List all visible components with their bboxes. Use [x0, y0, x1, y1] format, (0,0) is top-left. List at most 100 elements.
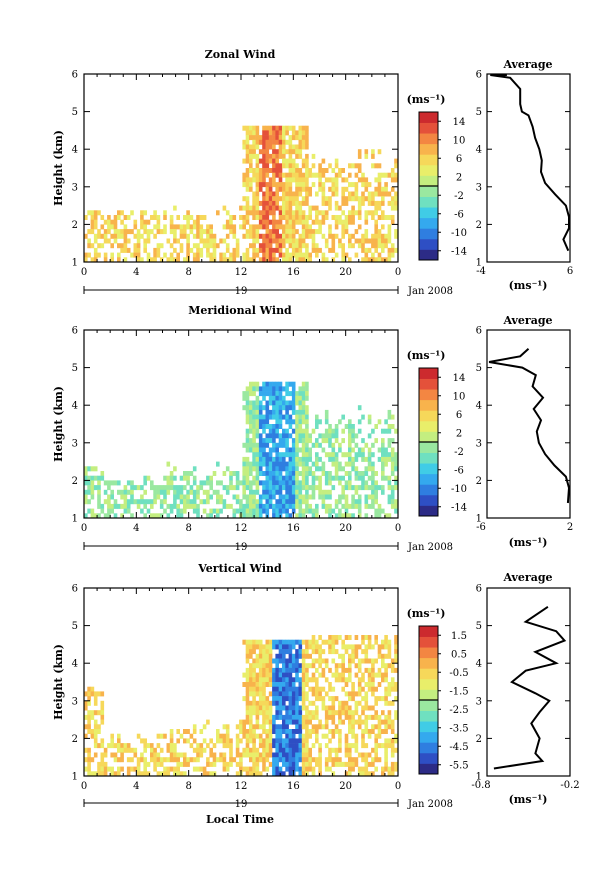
y-tick-label: 3: [72, 696, 78, 707]
colorbar-tick-label: -6: [454, 465, 464, 476]
colorbar-tick-label: -10: [451, 484, 467, 495]
average-profile: Average 1 2 3 4 5 6 -0.8 -0.2 (ms⁻¹): [471, 571, 579, 806]
average-y-tick-label: 3: [476, 438, 482, 449]
colorbar-ticks: 1.5 0.5 -0.5 -1.5 -2.5 -3.5 -4.5 -5.5: [419, 631, 469, 771]
x-ticks: 0 4 8 12 16 20 0: [81, 588, 401, 792]
day-axis: 19 Jan 2008: [83, 542, 453, 553]
date-label: Jan 2008: [407, 286, 453, 297]
colorbar-swatch: [419, 657, 438, 669]
average-x-tick-label: -4: [476, 266, 486, 277]
colorbar-swatch: [419, 494, 438, 506]
average-y-tick-label: 5: [476, 107, 482, 118]
colorbar-swatch: [419, 238, 438, 250]
y-tick-label: 3: [72, 438, 78, 449]
colorbar-swatch: [419, 175, 438, 187]
panel-title: Vertical Wind: [197, 562, 282, 575]
y-tick-label: 2: [72, 734, 78, 745]
average-y-ticks: 1 2 3 4 5 6: [476, 584, 570, 783]
colorbar-unit: (ms⁻¹): [407, 607, 446, 620]
colorbar-swatch: [419, 431, 438, 443]
average-x-label: (ms⁻¹): [509, 536, 548, 549]
y-tick-label: 6: [72, 326, 78, 337]
y-ticks: 1 2 3 4 5 6: [72, 584, 398, 783]
average-y-tick-label: 3: [476, 182, 482, 193]
average-x-tick-label: 2: [567, 522, 573, 533]
panel-title: Meridional Wind: [188, 304, 292, 317]
colorbar-swatch: [419, 763, 438, 775]
x-tick-label: 8: [185, 523, 191, 534]
colorbar-swatch: [419, 378, 438, 390]
y-tick-label: 6: [72, 70, 78, 81]
x-ticks: 0 4 8 12 16 20 0: [81, 74, 401, 278]
day-label: 19: [235, 799, 248, 810]
average-y-tick-label: 5: [476, 363, 482, 374]
average-y-ticks: 1 2 3 4 5 6: [476, 326, 570, 525]
y-tick-label: 1: [72, 772, 78, 783]
colorbar-swatch: [419, 389, 438, 401]
y-tick-label: 1: [72, 514, 78, 525]
x-tick-label: 16: [287, 781, 300, 792]
colorbar-tick-label: 10: [453, 391, 466, 402]
average-title: Average: [502, 314, 552, 327]
day-label: 19: [235, 542, 248, 553]
colorbar-swatch: [419, 452, 438, 464]
x-tick-label: 0: [81, 267, 87, 278]
colorbar-swatch: [419, 399, 438, 411]
average-y-tick-label: 4: [476, 659, 482, 670]
colorbar-swatch: [419, 463, 438, 475]
x-tick-label: 8: [185, 267, 191, 278]
y-ticks: 1 2 3 4 5 6: [72, 70, 398, 269]
colorbar-swatch: [419, 154, 438, 166]
average-y-tick-label: 6: [476, 326, 482, 337]
colorbar-tick-label: -4.5: [449, 742, 468, 753]
y-tick-label: 1: [72, 258, 78, 269]
colorbar-tick-label: -6: [454, 209, 464, 220]
colorbar-swatch: [419, 186, 438, 197]
average-y-tick-label: 2: [476, 734, 482, 745]
colorbar-tick-label: -14: [451, 246, 467, 257]
x-tick-label: 16: [287, 523, 300, 534]
y-tick-label: 5: [72, 621, 78, 632]
average-y-tick-label: 4: [476, 401, 482, 412]
x-tick-label: 0: [395, 781, 401, 792]
day-axis: 19 Jan 2008: [83, 286, 453, 297]
average-line: [488, 348, 571, 504]
average-y-tick-label: 2: [476, 220, 482, 231]
heatmap-cells: [84, 381, 398, 518]
heatmap-cells: [84, 635, 398, 776]
x-tick-label: 4: [133, 781, 139, 792]
y-tick-label: 2: [72, 476, 78, 487]
colorbar-swatch: [419, 249, 438, 261]
x-tick-label: 4: [133, 523, 139, 534]
day-axis: 19 Jan 2008: [83, 799, 453, 810]
colorbar-swatch: [419, 473, 438, 485]
colorbar-swatch: [419, 143, 438, 155]
colorbar-swatch: [419, 228, 438, 240]
average-y-tick-label: 1: [476, 772, 482, 783]
average-profile: Average 1 2 3 4 5 6 -4 6 (ms⁻¹): [476, 58, 574, 292]
average-x-tick-label: -0.2: [560, 780, 579, 791]
average-x-label: (ms⁻¹): [509, 793, 548, 806]
colorbar-unit: (ms⁻¹): [407, 93, 446, 106]
date-label: Jan 2008: [407, 799, 453, 810]
colorbar-swatch: [419, 636, 438, 648]
colorbar-tick-label: 10: [453, 135, 466, 146]
x-tick-label: 12: [235, 781, 248, 792]
colorbar-swatch: [419, 442, 438, 453]
colorbar-tick-label: 14: [453, 373, 466, 384]
average-y-tick-label: 6: [476, 584, 482, 595]
colorbar: (ms⁻¹) 1.5 0.5 -0.5 -1.5 -2.5 -3.5 -4.5 -5.5: [407, 607, 469, 775]
y-tick-label: 5: [72, 107, 78, 118]
colorbar-swatch: [419, 420, 438, 432]
colorbar-tick-label: -5.5: [449, 760, 468, 771]
colorbar-tick-label: -2: [454, 191, 464, 202]
average-y-ticks: 1 2 3 4 5 6: [476, 70, 570, 269]
average-title: Average: [502, 58, 552, 71]
colorbar-swatch: [419, 678, 438, 690]
date-label: Jan 2008: [407, 542, 453, 553]
colorbar-ticks: 14 10 6 2 -2 -6 -10 -14: [419, 117, 467, 257]
